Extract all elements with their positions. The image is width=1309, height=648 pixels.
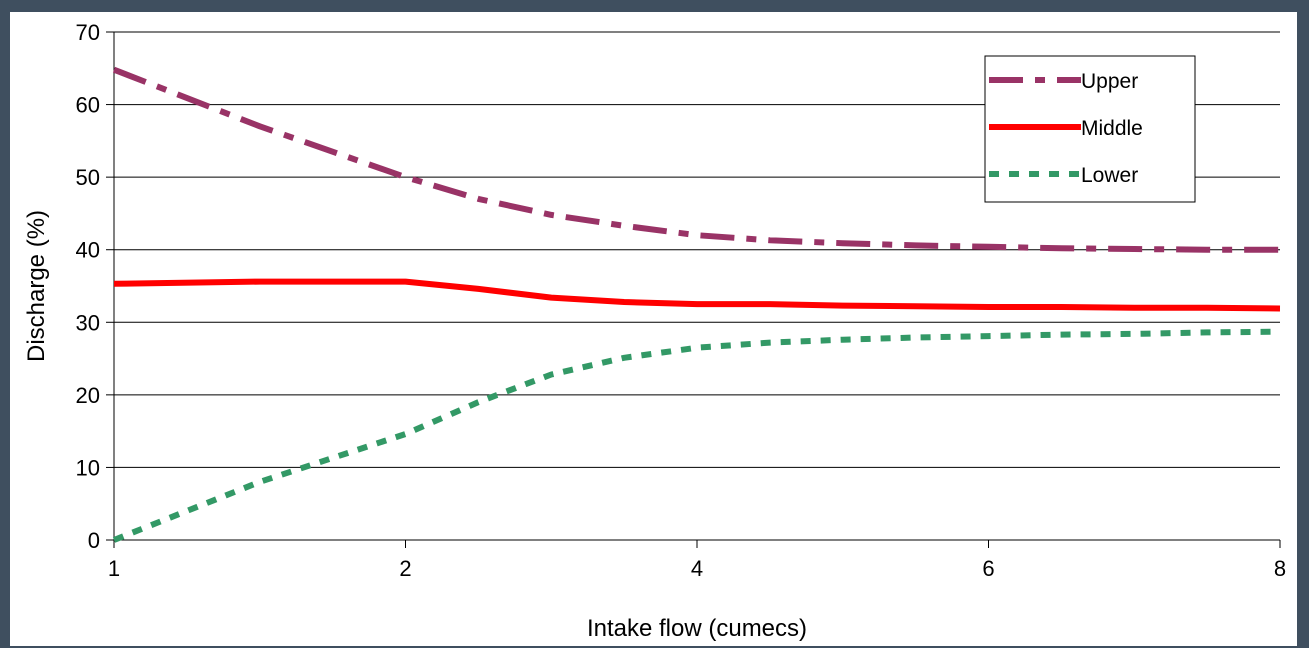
legend-label-lower: Lower [1081,164,1138,187]
x-tick-label: 6 [982,556,994,581]
y-tick-label: 10 [76,455,100,480]
series-line-lower [112,328,1281,543]
line-chart: 0 10 20 30 40 50 60 70 1 2 4 6 8 Intake flow (cumecs… [23,20,1287,642]
x-tick-label: 4 [691,556,703,581]
x-tick-label: 8 [1274,556,1286,581]
legend-label-upper: Upper [1081,70,1138,93]
y-tick-label: 40 [76,238,100,263]
series-line-upper [112,66,1280,253]
x-tick-label: 2 [399,556,411,581]
x-tick-label: 1 [108,556,120,581]
y-tick-label: 70 [76,20,100,45]
gridlines [114,31,1280,468]
series-lines [112,66,1281,543]
legend-label-middle: Middle [1081,117,1143,140]
legend: Upper Middle Lower [984,55,1196,203]
chart-frame: 0 10 20 30 40 50 60 70 1 2 4 6 8 Intake flow (cumecs… [10,12,1297,646]
y-tick-label: 0 [88,528,100,553]
y-tick-label: 30 [76,310,100,335]
y-tick-label: 20 [76,383,100,408]
y-tick-label: 60 [76,93,100,118]
y-axis-title: Discharge (%) [23,210,50,362]
x-axis-title: Intake flow (cumecs) [587,615,807,642]
series-line-middle [113,278,1281,312]
y-tick-label: 50 [76,165,100,190]
tick-labels: 0 10 20 30 40 50 60 70 1 2 4 6 8 [76,20,1287,581]
axes [106,31,1281,548]
